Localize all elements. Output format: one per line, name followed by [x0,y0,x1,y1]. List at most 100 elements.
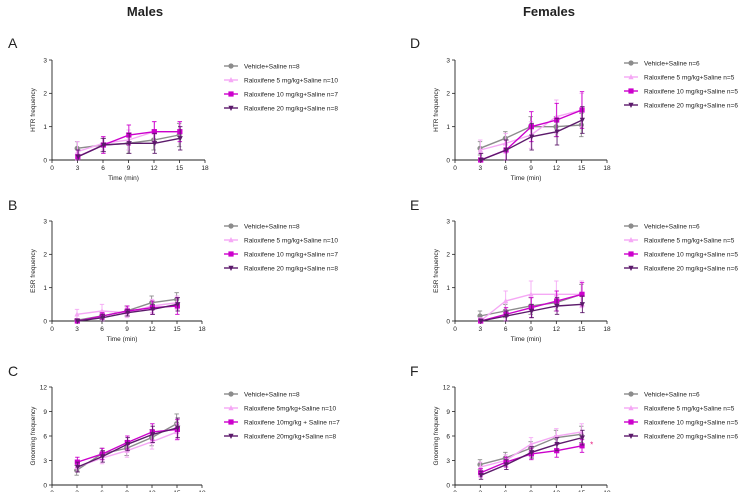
legend-label: Vehicle+Saline n=6 [644,391,700,398]
y-axis-label: HTR frequency [433,87,440,131]
legend-marker [628,265,634,271]
females-heading: Females [523,4,575,19]
y-tick-label: 1 [446,124,450,131]
data-point [503,147,509,153]
x-tick-label: 6 [504,165,508,172]
data-point [100,315,106,321]
data-point [529,134,535,140]
legend-label: Vehicle+Saline n=8 [244,63,300,70]
legend-marker [228,405,234,411]
y-tick-label: 6 [43,433,47,440]
data-point [175,302,181,308]
y-axis-label: ESR frequency [30,248,37,292]
x-tick-label: 0 [50,490,54,492]
x-tick-label: 18 [198,326,206,333]
legend: Vehicle+Saline n=6 Raloxifene 5 mg/kg+Sal… [624,223,738,272]
y-tick-label: 2 [43,91,47,98]
legend-label: Raloxifene 10 mg/kg+Saline n=7 [244,251,338,258]
x-tick-label: 0 [453,165,457,172]
y-tick-label: 2 [446,252,450,259]
data-point [503,313,509,319]
data-point [528,441,534,447]
panel-letter: D [410,35,420,51]
legend-label: Raloxifene 20mg/kg+Saline n=8 [244,433,337,440]
x-tick-label: 15 [578,326,586,333]
x-tick-label: 3 [75,490,79,492]
legend-marker [228,237,234,243]
data-point [503,298,509,304]
y-tick-label: 12 [443,384,451,391]
y-tick-label: 2 [43,252,47,259]
data-point [579,302,585,308]
x-tick-label: 3 [75,326,79,333]
series-4 [75,126,183,161]
legend-marker [228,419,234,425]
data-point [125,441,131,448]
x-axis-label: Time (min) [107,336,138,343]
y-tick-label: 9 [446,409,450,416]
y-tick-label: 3 [446,218,450,225]
y-tick-label: 3 [43,57,47,64]
legend-marker [228,63,234,69]
panel-c: C0369121518036912Time (min)Grooming freq… [8,363,340,492]
x-tick-label: 3 [76,165,80,172]
males-heading: Males [127,4,163,19]
data-point [579,443,585,449]
data-point [75,318,81,324]
y-axis-label: Grooming frequency [433,406,440,466]
y-tick-label: 0 [446,157,450,164]
data-point [125,310,131,316]
legend-marker [628,405,634,411]
y-tick-label: 2 [446,91,450,98]
significance-star: * [590,440,593,449]
x-tick-label: 6 [100,490,104,492]
data-point [529,308,535,314]
legend-marker [628,60,634,66]
x-tick-label: 15 [173,490,181,492]
data-point [126,141,132,147]
data-point [151,129,157,135]
data-point [477,147,483,153]
y-tick-label: 3 [43,458,47,465]
y-tick-label: 0 [446,482,450,489]
legend-label: Raloxifene 5 mg/kg+Saline n=10 [244,77,338,84]
x-tick-label: 9 [125,326,129,333]
x-tick-label: 18 [201,165,209,172]
series-4 [478,295,585,324]
y-axis-label: ESR frequency [433,248,440,292]
x-axis-label: Time (min) [511,175,542,182]
data-point [75,154,81,160]
x-tick-label: 12 [553,490,561,492]
data-point [579,291,585,297]
y-tick-label: 3 [446,57,450,64]
legend-marker [628,223,634,229]
legend-marker [228,391,234,397]
data-point [529,450,535,456]
x-tick-label: 9 [529,490,533,492]
x-tick-label: 0 [50,326,54,333]
y-axis-label: HTR frequency [30,87,37,131]
x-tick-label: 3 [479,490,483,492]
x-tick-label: 9 [125,490,129,492]
legend-marker [628,391,634,397]
x-tick-label: 18 [603,326,611,333]
x-tick-label: 9 [529,326,533,333]
series-4 [75,297,181,324]
legend-marker [228,223,234,229]
legend-marker [628,88,634,94]
panel-letter: B [8,197,17,213]
y-tick-label: 1 [43,285,47,292]
x-tick-label: 0 [50,165,54,172]
x-tick-label: 3 [479,165,483,172]
legend-label: Vehicle+Saline n=8 [244,391,300,398]
data-point [478,157,484,163]
y-tick-label: 0 [43,318,47,325]
x-tick-label: 18 [603,490,611,492]
data-point [553,433,559,439]
data-point [175,425,181,431]
data-point [579,117,585,123]
